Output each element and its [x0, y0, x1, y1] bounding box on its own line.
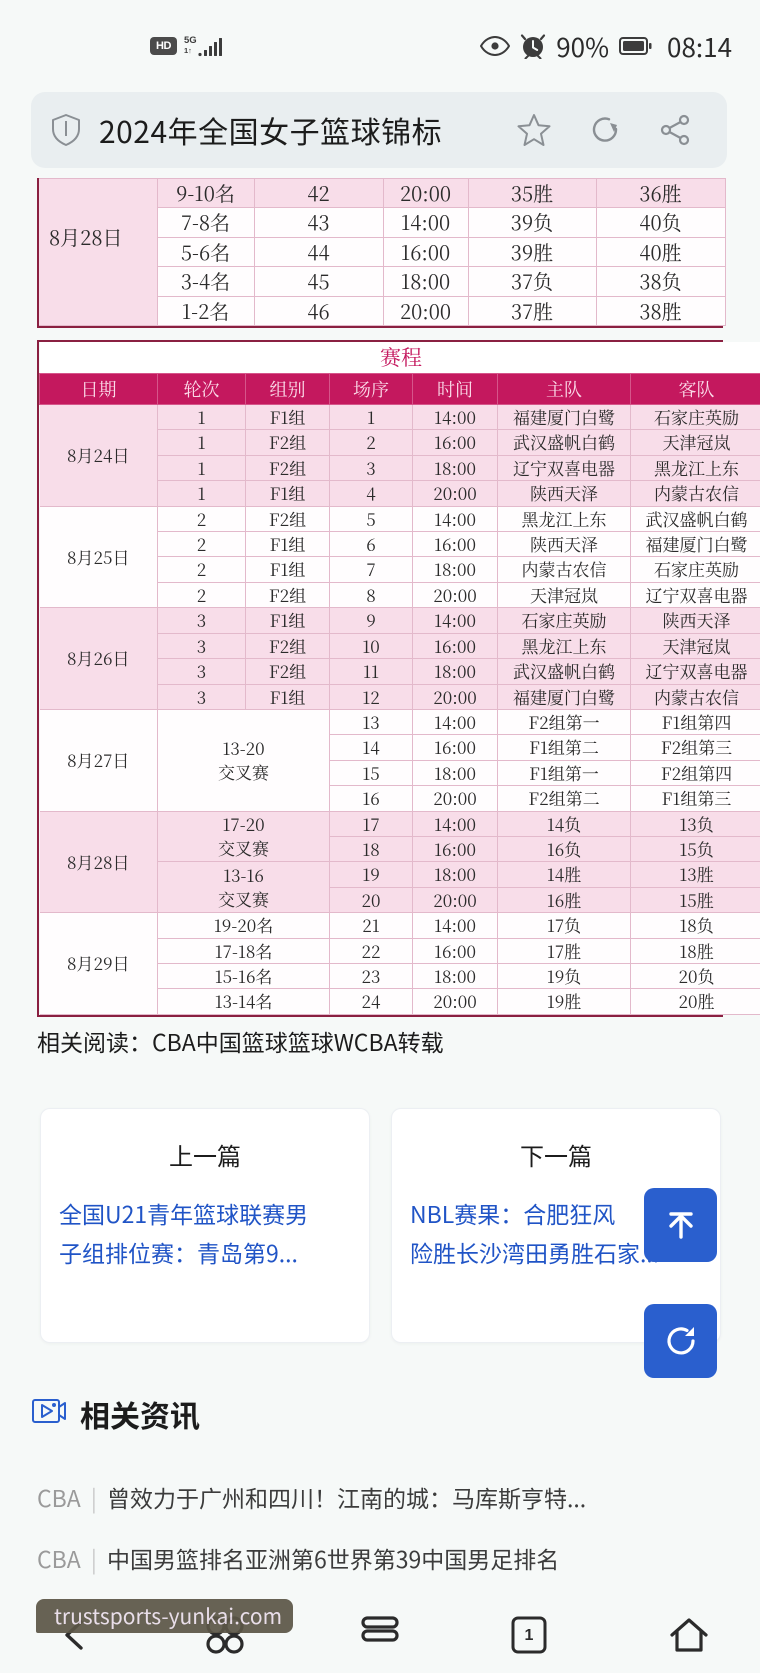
svg-text:1: 1 — [525, 1627, 534, 1644]
